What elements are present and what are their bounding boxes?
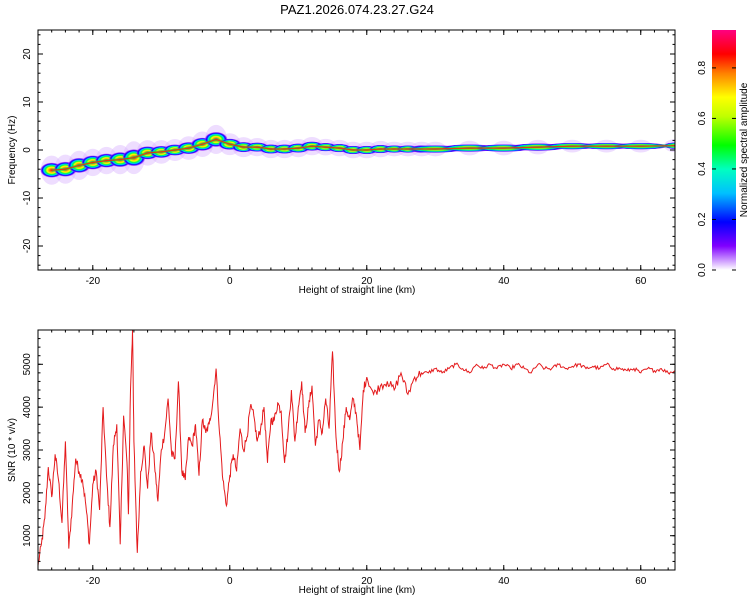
spectrogram-ytick-label: 20 (22, 48, 33, 60)
snr-frame (37, 329, 676, 571)
snr-panel: -20 0 20 40 60 1000 2000 3000 4000 5000 Height of… (7, 329, 676, 596)
colorbar-tick-label: 0.8 (697, 61, 708, 75)
snr-line-layer (38, 330, 675, 566)
colorbar-tick-label: 0.2 (697, 212, 708, 226)
snr-ylabel: SNR (10 * v/v) (7, 418, 18, 482)
snr-xtick-label: 0 (227, 576, 233, 587)
spectrogram-ytick-label: -20 (22, 238, 33, 253)
chart-title: PAZ1.2026.074.23.27.G24 (280, 2, 434, 17)
colorbar-tick-label: 0.0 (697, 263, 708, 277)
colorbar: 0.0 0.2 0.4 0.6 0.8 Normalized spectral ampl… (697, 30, 750, 277)
spectrogram-xtick-label: 0 (227, 276, 233, 287)
snr-series-line (38, 330, 675, 566)
spectrogram-xtick-label: -20 (86, 276, 101, 287)
snr-xtick-label: -20 (86, 576, 101, 587)
spectrogram-ytick-label: 10 (22, 96, 33, 108)
colorbar-tick-label: 0.6 (697, 111, 708, 125)
colorbar-label: Normalized spectral amplitude (739, 82, 750, 217)
snr-xlabel: Height of straight line (km) (299, 585, 416, 596)
spectrogram-xlabel: Height of straight line (km) (299, 285, 416, 296)
snr-ytick-label: 4000 (22, 396, 33, 419)
snr-axes: -20 0 20 40 60 1000 2000 3000 4000 5000 (22, 329, 675, 587)
spectrogram-ytick-label: 0 (22, 147, 33, 153)
snr-ytick-label: 2000 (22, 481, 33, 504)
spectrogram-xtick-label: 60 (635, 276, 647, 287)
snr-ytick-label: 3000 (22, 438, 33, 461)
colorbar-tick-label: 0.4 (697, 162, 708, 176)
spectrogram-heatmap (40, 124, 675, 185)
snr-ytick-label: 1000 (22, 524, 33, 547)
snr-xtick-label: 40 (498, 576, 510, 587)
spectrogram-ylabel: Frequency (Hz) (7, 116, 18, 185)
spectrogram-panel: -20 0 20 40 60 -20 -10 0 10 20 Height of straight… (7, 29, 676, 296)
spectrogram-peak (51, 138, 675, 171)
colorbar-axes: 0.0 0.2 0.4 0.6 0.8 (697, 61, 736, 277)
snr-xtick-label: 60 (635, 576, 647, 587)
spectrogram-ytick-label: -10 (22, 190, 33, 205)
spectrogram-xtick-label: 40 (498, 276, 510, 287)
colorbar-gradient (712, 30, 736, 270)
snr-xtick-label: 20 (361, 576, 373, 587)
snr-ytick-label: 5000 (22, 353, 33, 376)
spectrogram-axes: -20 0 20 40 60 -20 -10 0 10 20 (22, 30, 675, 287)
spectrogram-xtick-label: 20 (361, 276, 373, 287)
